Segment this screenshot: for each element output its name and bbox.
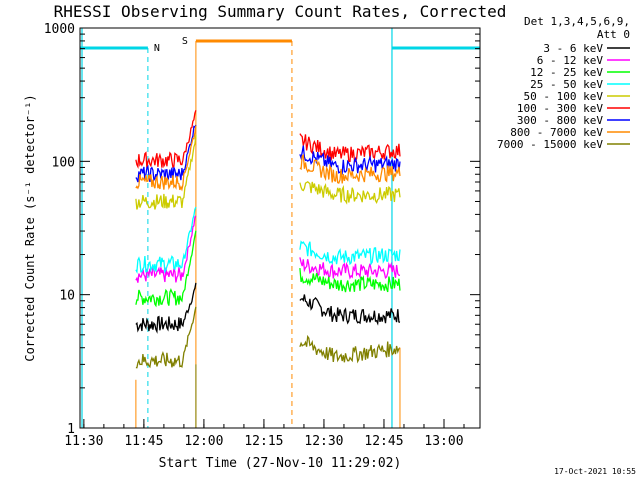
series-100-300-keV-segment-2: [299, 133, 401, 163]
y-tick-label-100: 100: [52, 155, 75, 170]
series-7000-15000-keV-segment-2: [299, 334, 401, 364]
legend-label-6-12-keV: 6 - 12 keV: [537, 54, 604, 67]
chart-title: RHESSI Observing Summary Count Rates, Co…: [54, 2, 507, 21]
series-25-50-keV-segment-1: [135, 206, 197, 274]
series-6-12-keV-segment-2: [299, 257, 401, 280]
y-tick-label-10: 10: [59, 289, 75, 304]
y-axis-label: Corrected Count Rate (s⁻¹ detector⁻¹): [23, 94, 37, 361]
series-50-100-keV-segment-1: [135, 134, 197, 210]
y-tick-label-1: 1: [67, 422, 75, 437]
x-tick-label-1145: 11:45: [124, 434, 163, 449]
legend-label-3-6-keV: 3 - 6 keV: [543, 42, 603, 55]
timestamp: 17-Oct-2021 10:55: [554, 467, 636, 476]
x-tick-label-1130: 11:30: [64, 434, 103, 449]
legend-label-800-7000-keV: 800 - 7000 keV: [510, 126, 603, 139]
series-6-12-keV-segment-1: [135, 215, 197, 283]
legend-header-line-2: Att 0: [597, 28, 630, 41]
x-tick-label-1215: 12:15: [244, 434, 283, 449]
series-100-300-keV-segment-1: [135, 110, 197, 169]
series-800-7000-keV-segment-1: [135, 125, 197, 192]
legend-label-100-300-keV: 100 - 300 keV: [517, 102, 603, 115]
legend-label-7000-15000-keV: 7000 - 15000 keV: [497, 138, 603, 151]
series-800-7000-keV-segment-2: [299, 153, 401, 184]
x-tick-label-1245: 12:45: [364, 434, 403, 449]
x-tick-label-1300: 13:00: [424, 434, 463, 449]
y-tick-label-1000: 1000: [44, 22, 75, 37]
night-annotation: N: [154, 43, 160, 54]
x-tick-label-1200: 12:00: [184, 434, 223, 449]
legend-label-50-100-keV: 50 - 100 keV: [524, 90, 604, 103]
legend-label-25-50-keV: 25 - 50 keV: [530, 78, 603, 91]
x-tick-label-1230: 12:30: [304, 434, 343, 449]
series-25-50-keV-segment-2: [299, 240, 401, 266]
series-3-6-keV-segment-2: [299, 294, 401, 326]
series-7000-15000-keV-segment-1: [135, 306, 197, 369]
x-axis-label: Start Time (27-Nov-10 11:29:02): [159, 456, 402, 471]
series-12-25-keV-segment-1: [135, 230, 197, 308]
series-300-800-keV-segment-2: [299, 145, 401, 176]
series-3-6-keV-segment-1: [135, 282, 197, 334]
plot-frame: [79, 27, 481, 429]
saa-annotation: S: [182, 36, 188, 47]
series-12-25-keV-segment-2: [299, 268, 401, 293]
legend-header-line-1: Det 1,3,4,5,6,9,: [524, 15, 630, 28]
series-300-800-keV-segment-1: [135, 124, 197, 183]
legend-label-300-800-keV: 300 - 800 keV: [517, 114, 603, 127]
series-50-100-keV-segment-2: [299, 180, 401, 205]
legend-label-12-25-keV: 12 - 25 keV: [530, 66, 603, 79]
